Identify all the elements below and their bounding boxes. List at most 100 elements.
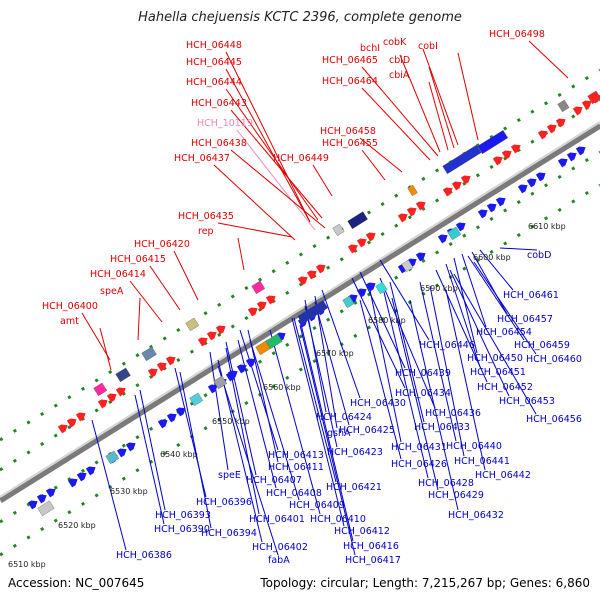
minus-label-leader (379, 259, 430, 341)
plus-strand-gene (397, 213, 408, 223)
plus-strand-gene (537, 130, 548, 140)
plus-label-leader (99, 327, 112, 371)
plus-strand-gene-label: HCH_06448 (186, 40, 242, 51)
minus-label-leader (239, 329, 279, 451)
plus-label-leader (399, 54, 441, 153)
plus-strand-gene-label: HCH_06443 (191, 98, 247, 109)
plus-strand-gene (555, 118, 566, 128)
gene-block-shape (401, 259, 414, 273)
plus-strand-gene-shape (492, 156, 503, 166)
minus-label-leader (269, 329, 321, 515)
plus-label-leader (230, 109, 323, 219)
minus-strand-gene-shape (245, 358, 256, 368)
gene-block (213, 375, 228, 390)
plus-strand-gene (347, 244, 358, 254)
minus-label-leader (179, 371, 212, 529)
minus-label-leader (461, 253, 487, 328)
genome-backbone-highlight (0, 121, 600, 498)
scale-tick-label: 6550 kbp (212, 417, 250, 426)
minus-strand-gene (227, 370, 238, 380)
minus-strand-gene-shape (437, 234, 448, 244)
minus-strand-gene-label: HCH_06393 (155, 510, 211, 521)
minus-strand-gene-label: speE (218, 470, 241, 481)
plus-label-leader (428, 66, 455, 149)
plus-strand-gene-shape (106, 393, 117, 403)
plus-label-leader (422, 48, 459, 146)
minus-strand-gene-label: HCH_06429 (428, 490, 484, 501)
minus-label-leader (379, 277, 436, 409)
minus-strand-gene-shape (116, 448, 127, 458)
minus-label-leader (389, 281, 425, 423)
plus-label-leader (213, 164, 296, 241)
minus-strand-gene-label: HCH_06457 (497, 314, 553, 325)
accession-text: Accession: NC_007645 (8, 576, 145, 590)
plus-strand-gene-label: HCH_06498 (489, 29, 545, 40)
plus-strand-gene-label: HCH_10119 (197, 118, 253, 129)
gene-block-shape (213, 375, 228, 390)
minus-strand-gene-label: HCH_06461 (503, 290, 559, 301)
minus-strand-gene-label: HCH_06436 (425, 408, 481, 419)
minus-label-leader (435, 269, 488, 383)
minus-strand-gene-shape (495, 197, 506, 207)
guide-line-lower-outer (0, 183, 600, 557)
minus-strand-gene-label: HCH_06386 (116, 550, 172, 561)
plus-label-leader (359, 137, 403, 173)
minus-label-leader (467, 255, 525, 341)
minus-label-leader (359, 271, 406, 369)
gene-block (185, 317, 200, 332)
minus-strand-gene-label: HCH_06442 (475, 470, 531, 481)
minus-strand-gene (415, 252, 426, 262)
minus-strand-gene-label: HCH_06451 (470, 367, 526, 378)
plus-label-leader (129, 280, 163, 323)
plus-strand-gene (315, 264, 326, 274)
plus-label-leader (230, 149, 326, 229)
plus-strand-gene-shape (75, 412, 86, 422)
plus-strand-gene (147, 368, 158, 378)
minus-strand-gene-label: HCH_06396 (196, 497, 252, 508)
gene-features (27, 90, 600, 517)
minus-strand-gene (437, 234, 448, 244)
gene-block (447, 226, 462, 241)
gene-block (297, 300, 329, 325)
minus-strand-gene-label: HCH_06431 (391, 442, 447, 453)
plus-strand-gene-shape (555, 118, 566, 128)
minus-label-leader (429, 285, 465, 457)
minus-label-leader (479, 249, 514, 291)
minus-strand-gene (347, 294, 358, 304)
plus-strand-gene (97, 399, 108, 409)
minus-strand-gene-shape (406, 258, 417, 268)
minus-strand-gene-shape (125, 442, 136, 452)
plus-strand-gene (66, 418, 77, 428)
minus-label-leader (299, 324, 356, 556)
plus-strand-gene (415, 201, 426, 211)
minus-label-leader (225, 341, 257, 476)
minus-strand-gene-shape (356, 288, 367, 298)
plus-strand-gene (492, 156, 503, 166)
plus-strand-gene-shape (197, 337, 208, 347)
gene-block-shape (375, 281, 388, 295)
plus-strand-gene-shape (546, 124, 557, 134)
plus-strand-gene-shape (215, 325, 226, 335)
plus-strand-gene-label: bchI (360, 43, 380, 54)
gene-block (115, 367, 131, 383)
plus-strand-gene (75, 412, 86, 422)
minus-label-leader (445, 289, 486, 471)
minus-strand-gene-shape (227, 370, 238, 380)
plus-label-leader (137, 297, 141, 341)
minus-strand-gene-label: HCH_06440 (446, 441, 502, 452)
plus-strand-gene-shape (315, 264, 326, 274)
plus-strand-gene-shape (206, 331, 217, 341)
minus-strand-gene (36, 494, 47, 504)
plus-strand-gene-label: HCH_06455 (322, 138, 378, 149)
minus-label-leader (249, 339, 300, 501)
gene-block (407, 184, 418, 197)
minus-strand-gene-label: cobD (527, 250, 551, 261)
minus-strand-gene-shape (45, 488, 56, 498)
gene-labels: HCH_06448 HCH_06445 HCH_06444 HCH_06443 HCH_… (42, 29, 582, 566)
gene-block-shape (141, 346, 157, 362)
minus-strand-gene-shape (175, 407, 186, 417)
plus-strand-gene-shape (265, 295, 276, 305)
plus-strand-gene (510, 144, 521, 154)
plus-strand-gene-label: HCH_06420 (134, 239, 190, 250)
minus-strand-gene-label: HCH_06390 (154, 524, 210, 535)
